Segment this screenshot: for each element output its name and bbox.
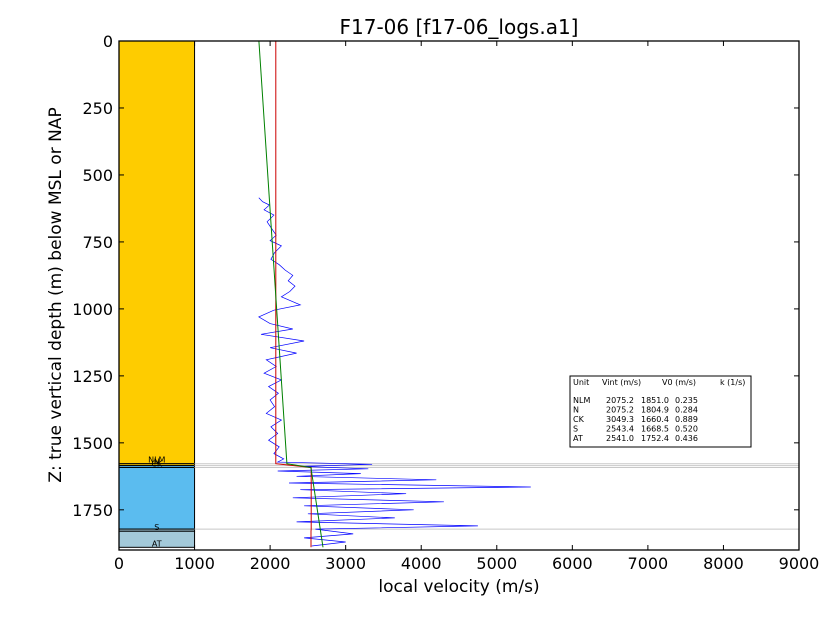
strat-unit-label: N [154,458,160,467]
legend-cell: 2543.4 [606,425,634,434]
legend-cell: 1660.4 [641,415,669,424]
y-tick-label: 750 [82,233,113,252]
series-group [258,40,531,548]
legend-header-v0: V0 (m/s) [662,378,696,387]
legend-cell: S [573,425,578,434]
x-tick-label: 4000 [401,554,442,573]
stats-legend-frame [569,375,752,448]
series-line-log [258,197,531,547]
x-tick-label: 3000 [325,554,366,573]
legend-cell: 0.436 [675,434,698,443]
x-axis-label: local velocity (m/s) [378,577,539,597]
y-tick-label: 1750 [72,501,113,520]
legend-cell: 2541.0 [606,434,634,443]
y-tick-label: 1250 [72,367,113,386]
legend-cell: 0.889 [675,415,698,424]
chart-title: F17-06 [f17-06_logs.a1] [340,15,579,39]
strat-unit-label: CK [151,459,163,468]
strat-unit [118,466,196,530]
strat-unit-label: AT [152,539,162,548]
series-line-interval-velocity [275,41,312,548]
x-tick-label: 1000 [174,554,215,573]
legend-cell: 0.520 [675,425,698,434]
series-line-linear-trend [258,40,324,548]
y-axis: 0 250 500 750 1000 1250 1500 1750 [72,32,799,520]
x-tick-label: 5000 [476,554,517,573]
x-axis: 0 1000 2000 3000 4000 5000 6000 7000 8000 9000 [114,41,819,573]
legend-header-vint: Vint (m/s) [602,378,641,387]
y-tick-label: 250 [82,99,113,118]
x-tick-label: 9000 [779,554,820,573]
strat-unit-label: NLM [148,456,165,465]
x-tick-label: 6000 [552,554,593,573]
y-tick-label: 500 [82,166,113,185]
y-tick-label: 1500 [72,434,113,453]
legend-cell: 1851.0 [641,396,669,405]
legend-cell: AT [573,434,583,443]
y-axis-label: Z: true vertical depth (m) below MSL or … [46,107,66,482]
legend-header-k: k (1/s) [720,378,745,387]
legend-cell: 0.284 [675,406,698,415]
legend-cell: 2075.2 [606,406,634,415]
legend-cell: 2075.2 [606,396,634,405]
legend-cell: 1804.9 [641,406,669,415]
x-tick-label: 7000 [628,554,669,573]
legend-cell: 3049.3 [606,415,634,424]
boundary-lines [194,463,799,530]
legend-cell: 1668.5 [641,425,669,434]
strat-unit-label: S [154,523,159,532]
legend-header-unit: Unit [573,378,589,387]
y-tick-label: 1000 [72,300,113,319]
legend-cell: N [573,406,579,415]
legend-cell: 1752.4 [641,434,669,443]
stats-legend-box: Unit Vint (m/s) V0 (m/s) k (1/s) NLM 2075… [569,375,752,448]
plot-frame [118,40,800,551]
legend-cell: CK [573,415,585,424]
legend-cell: 0.235 [675,396,698,405]
stats-legend-rows: NLM 2075.2 1851.0 0.235 N 2075.2 1804.9 0.284 CK… [573,396,698,443]
y-tick-label: 0 [103,32,113,51]
x-tick-label: 2000 [250,554,291,573]
x-tick-label: 8000 [703,554,744,573]
legend-cell: NLM [573,396,590,405]
x-tick-label: 0 [114,554,124,573]
strat-unit [118,40,196,465]
